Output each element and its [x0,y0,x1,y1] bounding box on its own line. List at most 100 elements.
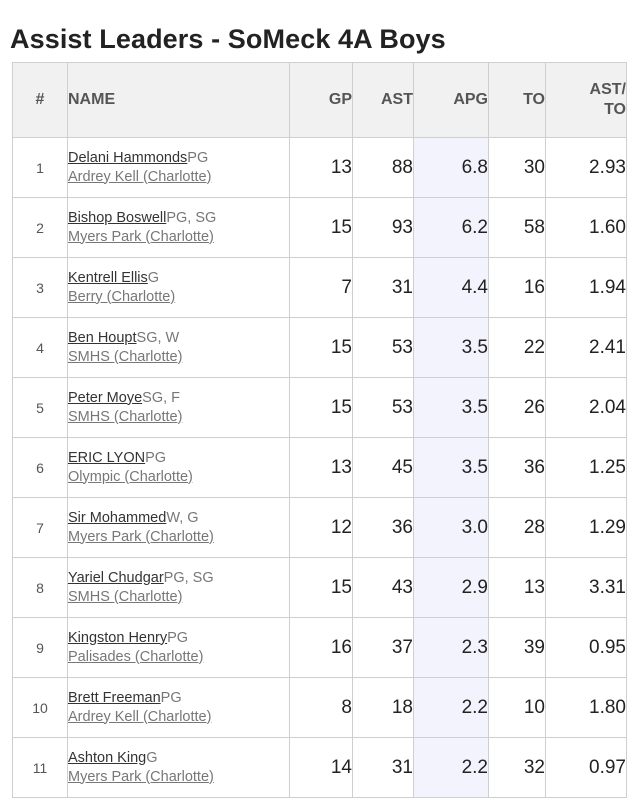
name-cell: ERIC LYONPG Olympic (Charlotte) [67,437,290,498]
school-link[interactable]: Myers Park (Charlotte) [68,768,214,785]
table-row: 5 Peter MoyeSG, F SMHS (Charlotte) 15 53… [12,377,627,438]
name-cell: Ashton KingG Myers Park (Charlotte) [67,737,290,798]
table-row: 6 ERIC LYONPG Olympic (Charlotte) 13 45 … [12,437,627,498]
table-header: # NAME GP AST APG TO AST/TO [12,62,627,138]
player-link[interactable]: Delani Hammonds [68,149,188,166]
rank-cell: 4 [12,317,68,378]
rank-cell: 7 [12,497,68,558]
apg-cell: 4.4 [413,257,489,318]
table-row: 11 Ashton KingG Myers Park (Charlotte) 1… [12,737,627,798]
header-ast-to-line2: TO [604,101,626,118]
gp-cell: 8 [289,677,353,738]
player-position: PG [167,629,189,646]
player-link[interactable]: Peter Moye [68,389,143,406]
gp-cell: 15 [289,557,353,618]
school-link[interactable]: SMHS (Charlotte) [68,348,183,365]
player-link[interactable]: ERIC LYON [68,449,146,466]
ast-cell: 53 [352,317,414,378]
name-cell: Kentrell EllisG Berry (Charlotte) [67,257,290,318]
ast-cell: 43 [352,557,414,618]
gp-cell: 15 [289,317,353,378]
apg-cell: 6.2 [413,197,489,258]
player-link[interactable]: Kingston Henry [68,629,168,646]
to-cell: 10 [488,677,546,738]
player-link[interactable]: Yariel Chudgar [68,569,164,586]
gp-cell: 15 [289,197,353,258]
to-cell: 58 [488,197,546,258]
school-link[interactable]: Palisades (Charlotte) [68,648,204,665]
player-position: PG [145,449,167,466]
to-cell: 36 [488,437,546,498]
header-name[interactable]: NAME [67,62,290,138]
player-link[interactable]: Bishop Boswell [68,209,167,226]
table-row: 2 Bishop BoswellPG, SG Myers Park (Charl… [12,197,627,258]
header-gp[interactable]: GP [289,62,353,138]
player-link[interactable]: Sir Mohammed [68,509,167,526]
to-cell: 26 [488,377,546,438]
name-cell: Yariel ChudgarPG, SG SMHS (Charlotte) [67,557,290,618]
player-link[interactable]: Brett Freeman [68,689,161,706]
rank-cell: 3 [12,257,68,318]
name-cell: Delani HammondsPG Ardrey Kell (Charlotte… [67,137,290,198]
apg-cell: 6.8 [413,137,489,198]
player-link[interactable]: Ashton King [68,749,147,766]
player-link[interactable]: Kentrell Ellis [68,269,148,286]
header-apg[interactable]: APG [413,62,489,138]
ast-to-cell: 1.25 [545,437,627,498]
ast-to-cell: 1.60 [545,197,627,258]
ast-cell: 45 [352,437,414,498]
ast-to-cell: 3.31 [545,557,627,618]
school-link[interactable]: Berry (Charlotte) [68,288,176,305]
to-cell: 28 [488,497,546,558]
ast-cell: 53 [352,377,414,438]
gp-cell: 13 [289,137,353,198]
header-ast-to[interactable]: AST/TO [545,62,627,138]
school-link[interactable]: Myers Park (Charlotte) [68,528,214,545]
player-link[interactable]: Ben Houpt [68,329,137,346]
player-position: PG [160,689,182,706]
to-cell: 16 [488,257,546,318]
apg-cell: 3.0 [413,497,489,558]
ast-cell: 36 [352,497,414,558]
gp-cell: 7 [289,257,353,318]
page-title: Assist Leaders - SoMeck 4A Boys [10,24,446,55]
apg-cell: 3.5 [413,317,489,378]
table-row: 8 Yariel ChudgarPG, SG SMHS (Charlotte) … [12,557,627,618]
header-to[interactable]: TO [488,62,546,138]
table-row: 3 Kentrell EllisG Berry (Charlotte) 7 31… [12,257,627,318]
gp-cell: 12 [289,497,353,558]
ast-cell: 93 [352,197,414,258]
player-position: W, G [166,509,199,526]
gp-cell: 15 [289,377,353,438]
header-row: # NAME GP AST APG TO AST/TO [12,62,627,138]
ast-cell: 88 [352,137,414,198]
table-row: 9 Kingston HenryPG Palisades (Charlotte)… [12,617,627,678]
rank-cell: 11 [12,737,68,798]
ast-cell: 31 [352,257,414,318]
header-rank[interactable]: # [12,62,68,138]
player-position: G [146,749,158,766]
apg-cell: 2.2 [413,677,489,738]
ast-cell: 31 [352,737,414,798]
name-cell: Brett FreemanPG Ardrey Kell (Charlotte) [67,677,290,738]
ast-to-cell: 0.95 [545,617,627,678]
school-link[interactable]: Ardrey Kell (Charlotte) [68,168,212,185]
apg-cell: 3.5 [413,377,489,438]
table-row: 7 Sir MohammedW, G Myers Park (Charlotte… [12,497,627,558]
player-position: G [147,269,160,286]
gp-cell: 16 [289,617,353,678]
name-cell: Kingston HenryPG Palisades (Charlotte) [67,617,290,678]
school-link[interactable]: SMHS (Charlotte) [68,408,183,425]
ast-to-cell: 1.29 [545,497,627,558]
header-ast[interactable]: AST [352,62,414,138]
ast-to-cell: 2.41 [545,317,627,378]
to-cell: 39 [488,617,546,678]
school-link[interactable]: SMHS (Charlotte) [68,588,183,605]
player-position: PG, SG [163,569,214,586]
school-link[interactable]: Olympic (Charlotte) [68,468,193,485]
school-link[interactable]: Ardrey Kell (Charlotte) [68,708,212,725]
school-link[interactable]: Myers Park (Charlotte) [68,228,214,245]
assist-leaders-table: # NAME GP AST APG TO AST/TO 1 Delani Ham… [12,62,627,798]
ast-to-cell: 2.93 [545,137,627,198]
rank-cell: 5 [12,377,68,438]
